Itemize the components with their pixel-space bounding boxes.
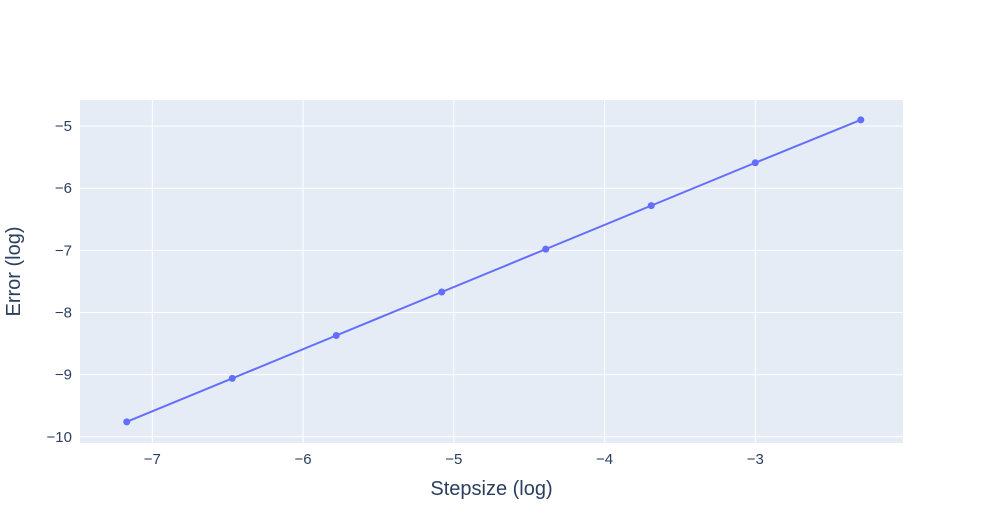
- x-tick-labels: −7 −6 −5 −4 −3: [144, 451, 764, 468]
- x-tick-label: −5: [445, 451, 462, 468]
- data-point: [228, 374, 236, 382]
- data-point: [438, 288, 446, 296]
- grid-lines: [80, 100, 903, 443]
- y-tick-labels: −10 −9 −8 −7 −6 −5: [47, 118, 72, 446]
- x-tick-label: −7: [144, 451, 161, 468]
- x-tick-label: −6: [295, 451, 312, 468]
- data-point: [123, 418, 131, 426]
- x-tick-label: −4: [596, 451, 613, 468]
- x-tick-label: −3: [747, 451, 764, 468]
- data-point: [647, 202, 655, 210]
- y-tick-label: −9: [55, 367, 72, 384]
- data-point: [542, 245, 550, 253]
- data-point: [857, 116, 865, 124]
- data-point: [751, 159, 759, 167]
- series-line: [126, 118, 862, 423]
- y-tick-label: −8: [55, 305, 72, 322]
- y-tick-label: −6: [55, 180, 72, 197]
- y-axis-title: Error (log): [3, 226, 25, 316]
- y-tick-label: −7: [55, 242, 72, 259]
- series-layer: [123, 116, 865, 426]
- y-tick-label: −10: [47, 429, 72, 446]
- y-tick-label: −5: [55, 118, 72, 135]
- data-point: [332, 332, 340, 340]
- x-axis-title: Stepsize (log): [430, 478, 552, 500]
